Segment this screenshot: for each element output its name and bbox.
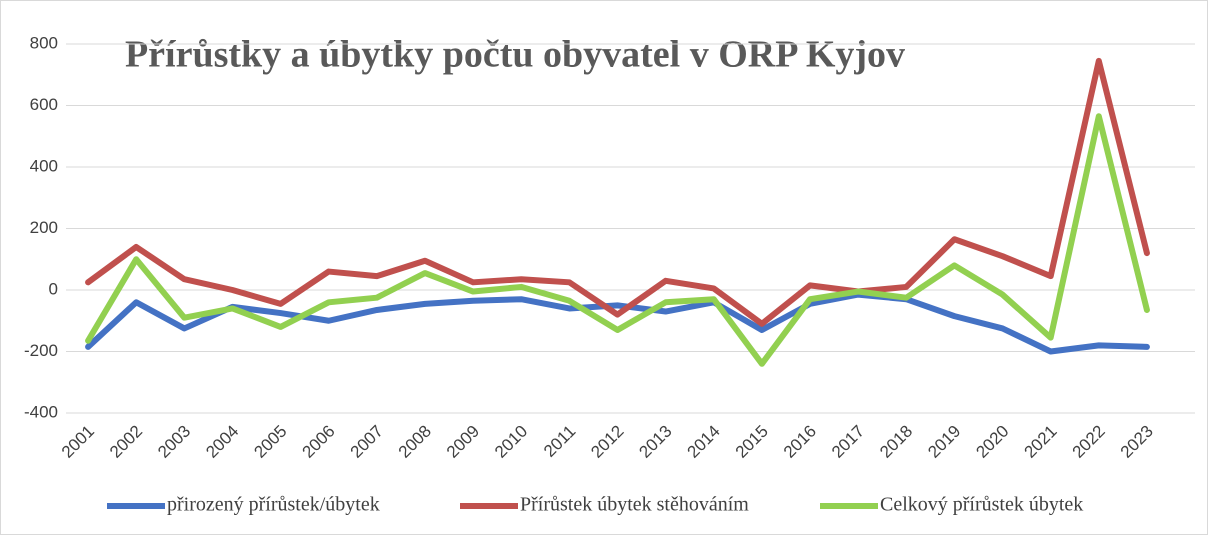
series-line <box>85 57 1150 327</box>
legend-label: Celkový přírůstek úbytek <box>880 494 1083 516</box>
y-tick-label: 800 <box>30 33 58 52</box>
y-tick-label: -200 <box>24 341 58 360</box>
y-tick-label: 400 <box>30 156 58 175</box>
y-tick-label: 200 <box>30 218 58 237</box>
legend-label: Přírůstek úbytek stěhováním <box>520 494 749 516</box>
y-tick-label: 600 <box>30 95 58 114</box>
legend-label: přirozený přírůstek/úbytek <box>167 494 380 516</box>
y-tick-label: -400 <box>24 402 58 421</box>
series-line <box>85 291 1150 355</box>
series-line <box>85 113 1150 367</box>
y-tick-label: 0 <box>49 279 58 298</box>
chart-title: Přírůstky a úbytky počtu obyvatel v ORP … <box>125 34 905 76</box>
